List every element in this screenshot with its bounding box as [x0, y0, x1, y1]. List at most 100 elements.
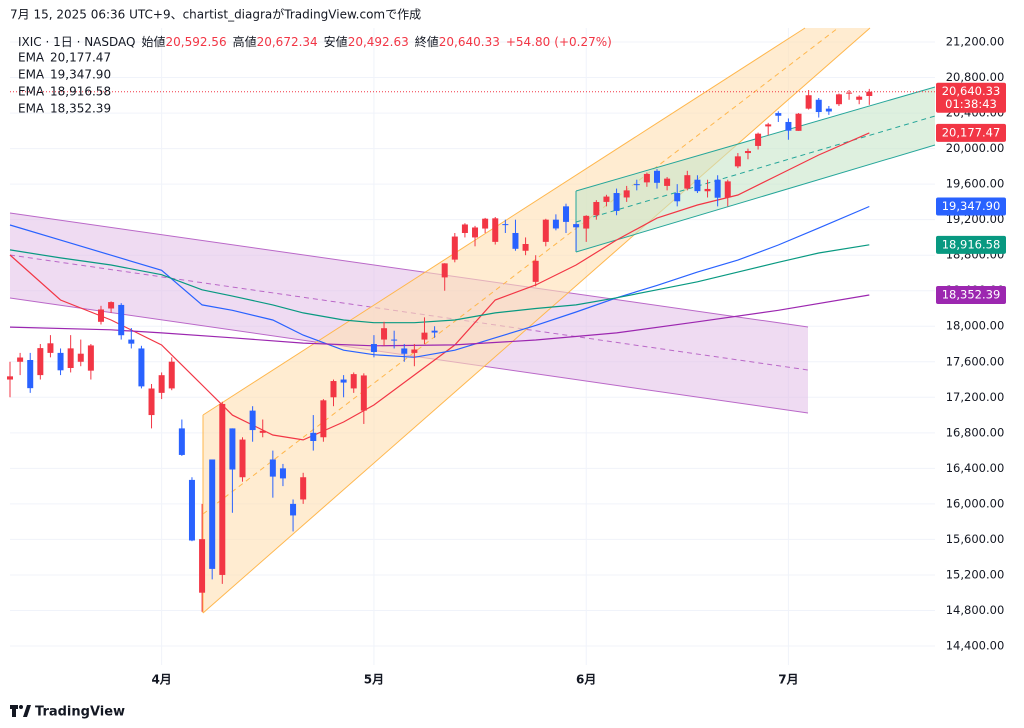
candle-body: [573, 224, 580, 228]
legend-name: EMA: [18, 85, 45, 99]
y-tick-label: 19,600.00: [946, 177, 1005, 191]
countdown: 01:38:43: [945, 97, 997, 111]
candle-body: [451, 236, 458, 260]
candle-body: [633, 184, 640, 186]
logo-part: [23, 705, 31, 717]
channel-midline: [202, 27, 839, 515]
y-tick-label: 17,200.00: [946, 390, 1005, 404]
candle-body: [259, 430, 266, 433]
candle-body: [643, 173, 650, 183]
logo-part: [19, 705, 23, 709]
candle-body: [603, 196, 610, 202]
y-tick-label: 20,800.00: [946, 70, 1005, 84]
candle-body: [542, 219, 549, 242]
candle-body: [138, 348, 145, 387]
y-tick-label: 17,600.00: [946, 354, 1005, 368]
ema-line: [9, 205, 870, 358]
y-tick-label: 15,200.00: [946, 567, 1005, 581]
candle-body: [522, 244, 529, 251]
ema-legend: EMA 20,177.47 EMA 19,347.90 EMA 18,916.58 EMA 1…: [18, 51, 111, 116]
ema-price-label: 18,916.58: [942, 237, 1001, 251]
ema-price-label: 20,177.47: [942, 125, 1001, 139]
ema-price-box: [936, 235, 1006, 254]
symbol-legend: IXIC · 1日 · NASDAQ 始値20,592.56 高値20,672.34…: [18, 34, 612, 49]
candle-body: [188, 479, 195, 541]
candle-body: [370, 344, 377, 353]
candle-body: [269, 459, 276, 477]
candle-body: [583, 215, 590, 229]
candle-body: [168, 361, 175, 389]
candle-body: [57, 352, 64, 371]
change: +54.80: [506, 35, 550, 49]
candle-body: [694, 179, 701, 192]
x-tick-label: 4月: [151, 673, 171, 687]
caption: 7月 15, 2025 06:36 UTC+9、chartist_diagraが…: [10, 7, 421, 22]
candle-body: [178, 428, 185, 455]
symbol: IXIC · 1日 · NASDAQ: [18, 35, 135, 49]
candle-body: [108, 302, 115, 309]
candle-body: [330, 381, 337, 398]
candle-body: [765, 124, 772, 127]
y-tick-label: 16,800.00: [946, 425, 1005, 439]
y-tick-label: 21,200.00: [946, 35, 1005, 49]
candle-body: [431, 330, 438, 333]
channel-line: [202, 27, 871, 614]
legend-name: EMA: [18, 102, 45, 116]
candle-body: [795, 113, 802, 131]
x-tick-label: 6月: [576, 673, 596, 687]
candle-body: [310, 432, 317, 442]
ohlc-value: 20,640.33: [439, 35, 500, 49]
candle-body: [401, 348, 408, 354]
candle-body: [441, 263, 448, 278]
candle-body: [128, 339, 135, 344]
candle-body: [684, 175, 691, 189]
candle-body: [552, 219, 559, 229]
channel-line: [9, 212, 809, 328]
candle-body: [350, 374, 357, 389]
candle-body: [492, 218, 499, 242]
y-tick-label: 15,600.00: [946, 532, 1005, 546]
legend-name: EMA: [18, 51, 45, 65]
candle-body: [279, 468, 286, 479]
candle-body: [785, 121, 792, 131]
ema-price-label: 19,347.90: [942, 199, 1001, 213]
y-tick-label: 16,000.00: [946, 496, 1005, 510]
candle-body: [381, 328, 388, 340]
y-tick-label: 19,200.00: [946, 212, 1005, 226]
candle-body: [148, 388, 155, 416]
candle-body: [724, 181, 731, 198]
candle-body: [472, 227, 479, 238]
candle-body: [674, 193, 681, 202]
candle-body: [37, 348, 44, 376]
candle-body: [320, 400, 327, 438]
price-axis: 14,400.00 14,800.00 15,200.00 15,600.00 16,0…: [151, 35, 1006, 687]
candle-body: [340, 379, 347, 383]
ohlc-value: 20,492.63: [348, 35, 409, 49]
legend-value: 18,916.58: [50, 85, 111, 99]
change-pct: (+0.27%): [554, 35, 612, 49]
candle-body: [87, 345, 94, 371]
candle-body: [411, 349, 418, 353]
candle-body: [229, 428, 236, 470]
candle-body: [704, 188, 711, 192]
candle-body: [391, 339, 398, 341]
brand-logo: [10, 705, 31, 717]
ohlc-value: 20,672.34: [257, 35, 318, 49]
brand: TradingView: [35, 705, 125, 720]
candle-body: [613, 193, 620, 211]
y-tick-label: 14,400.00: [946, 638, 1005, 652]
candle-body: [734, 156, 741, 167]
last-price-box: [936, 82, 1006, 113]
legend-value: 18,352.39: [50, 102, 111, 116]
ema-line: [9, 244, 870, 324]
candle-body: [199, 539, 206, 593]
ema-price-box: [936, 197, 1006, 216]
candle-body: [209, 459, 216, 569]
candle-body: [118, 304, 125, 336]
logo-part: [12, 705, 16, 717]
candle-body: [290, 503, 297, 516]
legend-value: 19,347.90: [50, 68, 111, 82]
candle-body: [714, 179, 721, 198]
legend-value: 20,177.47: [50, 51, 111, 65]
